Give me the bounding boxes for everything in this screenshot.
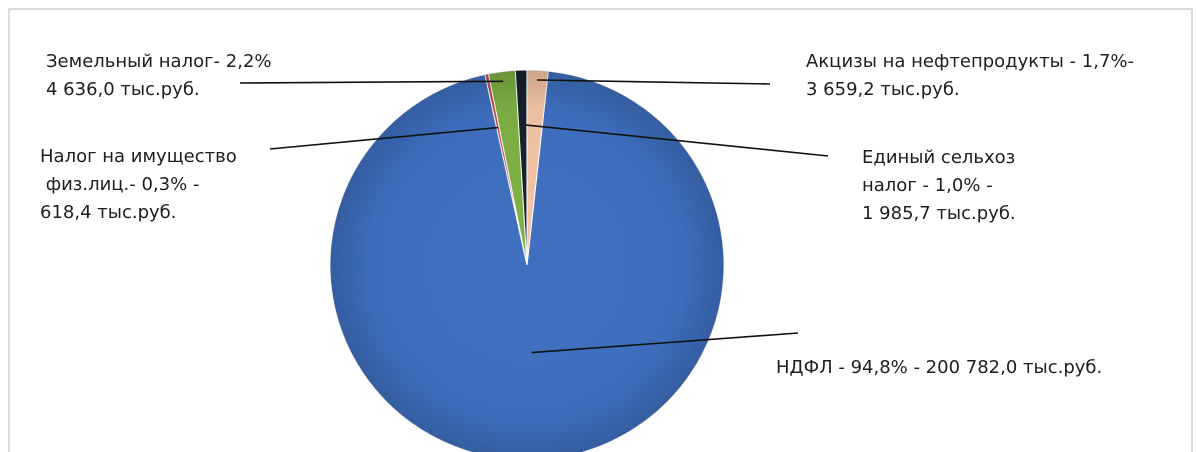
- leader-line-0: [531, 332, 799, 354]
- slice-label-line: налог - 1,0% -: [862, 175, 993, 196]
- slice-label-line: 618,4 тыс.руб.: [40, 202, 176, 223]
- slice-label-line: Акцизы на нефтепродукты - 1,7%-: [806, 51, 1134, 72]
- slice-label-line: Земельный налог- 2,2%: [46, 51, 272, 72]
- pie-slices: [329, 69, 725, 452]
- slice-label-line: физ.лиц.- 0,3% -: [40, 174, 199, 195]
- slice-label-line: 4 636,0 тыс.руб.: [46, 79, 200, 100]
- slice-label-line: 1 985,7 тыс.руб.: [862, 203, 1016, 224]
- slice-label-line: 3 659,2 тыс.руб.: [806, 79, 960, 100]
- slice-label-line: Единый сельхоз: [862, 147, 1015, 168]
- leader-line-1: [269, 126, 499, 150]
- slice-label-1: Налог на имущество физ.лиц.- 0,3% - 618,4…: [40, 146, 237, 223]
- slice-label-0: НДФЛ - 94,8% - 200 782,0 тыс.руб.: [776, 357, 1102, 378]
- leader-line-3: [522, 123, 829, 157]
- slice-label-line: НДФЛ - 94,8% - 200 782,0 тыс.руб.: [776, 357, 1102, 378]
- chart-frame: [8, 8, 1193, 452]
- slice-labels: НДФЛ - 94,8% - 200 782,0 тыс.руб. Налог н…: [40, 51, 1134, 378]
- slice-label-3: Единый сельхоз налог - 1,0% - 1 985,7 тыс.…: [862, 147, 1016, 224]
- leader-line-4: [537, 79, 771, 85]
- slice-label-line: Налог на имущество: [40, 146, 237, 167]
- slice-label-2: Земельный налог- 2,2% 4 636,0 тыс.руб.: [46, 51, 272, 100]
- slice-label-4: Акцизы на нефтепродукты - 1,7%- 3 659,2 т…: [806, 51, 1134, 100]
- leader-line-2: [239, 80, 504, 84]
- leader-lines: [239, 79, 829, 354]
